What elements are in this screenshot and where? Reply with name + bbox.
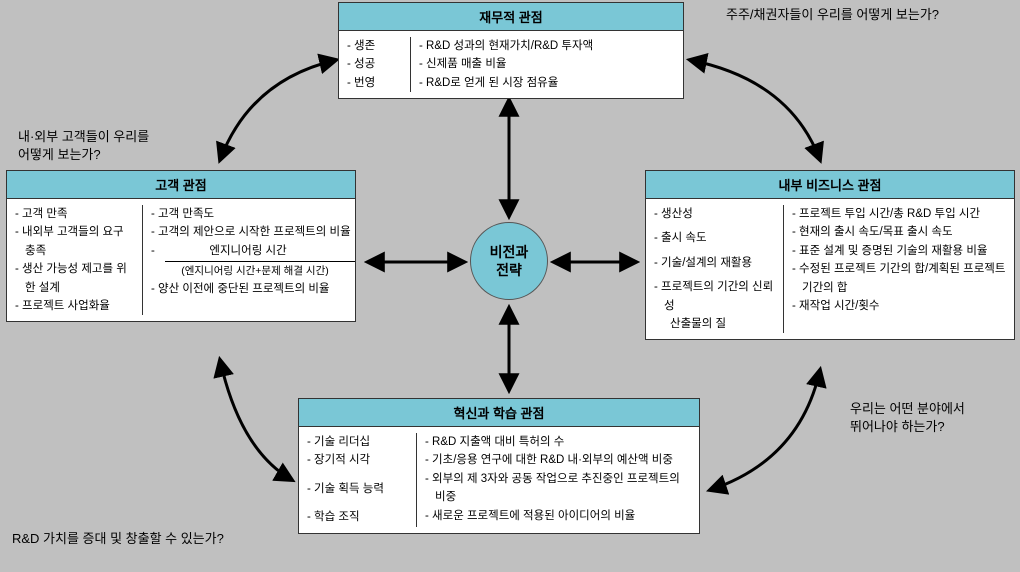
center-circle: 비전과전략: [470, 222, 548, 300]
list-item: 번영: [347, 74, 402, 92]
list-item: 신제품 매출 비율: [419, 55, 675, 73]
box-innovation-right: R&D 지출액 대비 특허의 수 기초/응용 연구에 대한 R&D 내·외부의 …: [425, 433, 691, 527]
list-item: R&D로 얻게 된 시장 점유율: [419, 74, 675, 92]
box-internal-right: 프로젝트 투입 시간/총 R&D 투입 시간 현재의 출시 속도/목표 출시 속…: [792, 205, 1006, 333]
list-item: 기술/설계의 재활용: [654, 254, 775, 272]
list-item: 수정된 프로젝트 기간의 합/계획된 프로젝트 기간의 합: [792, 260, 1006, 297]
caption-line: 뛰어나야 하는가?: [850, 419, 945, 434]
list-item: 고객의 제안으로 시작한 프로젝트의 비율: [151, 223, 355, 241]
list-item: 외부의 제 3자와 공동 작업으로 추진중인 프로젝트의 비중: [425, 470, 691, 507]
list-item: 재작업 시간/횟수: [792, 297, 1006, 315]
box-innovation-header: 혁신과 학습 관점: [299, 399, 699, 427]
list-item: 양산 이전에 중단된 프로젝트의 비율: [151, 280, 355, 298]
box-internal-left: 생산성 출시 속도 기술/설계의 재활용 프로젝트의 기간의 신뢰성 산출물의 …: [654, 205, 784, 333]
list-item: 생존: [347, 37, 402, 55]
box-customer-right: 고객 만족도 고객의 제안으로 시작한 프로젝트의 비율 - 엔지니어링 시간 …: [151, 205, 355, 315]
list-item: 출시 속도: [654, 229, 775, 247]
caption-line: 어떻게 보는가?: [18, 147, 101, 162]
list-item: 기술 리더십: [307, 433, 408, 451]
caption-top-left: 내·외부 고객들이 우리를 어떻게 보는가?: [18, 128, 149, 164]
list-item: 새로운 프로젝트에 적용된 아이디어의 비율: [425, 507, 691, 525]
list-item: 생산성: [654, 205, 775, 223]
list-item: 기술 획득 능력: [307, 480, 408, 498]
list-item: 내외부 고객들의 요구 충족: [15, 223, 134, 260]
list-item: 표준 설계 및 증명된 기술의 재활용 비율: [792, 242, 1006, 260]
list-item: 생산 가능성 제고를 위한 설계: [15, 260, 134, 297]
box-customer: 고객 관점 고객 만족 내외부 고객들의 요구 충족 생산 가능성 제고를 위한…: [6, 170, 356, 322]
list-item: 고객 만족: [15, 205, 134, 223]
list-item: 학습 조직: [307, 508, 408, 526]
center-label: 비전과전략: [490, 243, 529, 279]
list-item: R&D 지출액 대비 특허의 수: [425, 433, 691, 451]
caption-line: 우리는 어떤 분야에서: [850, 401, 965, 416]
fraction-numerator: 엔지니어링 시간: [158, 242, 318, 260]
caption-top-right: 주주/채권자들이 우리를 어떻게 보는가?: [726, 6, 939, 24]
caption-bottom-left: R&D 가치를 증대 및 창출할 수 있는가?: [12, 530, 224, 548]
box-financial: 재무적 관점 생존 성공 번영 R&D 성과의 현재가치/R&D 투자액 신제품…: [338, 2, 684, 99]
box-innovation-left: 기술 리더십 장기적 시각 기술 획득 능력 학습 조직: [307, 433, 417, 527]
list-item: 프로젝트 사업화율: [15, 297, 134, 315]
list-item: 고객 만족도: [151, 205, 355, 223]
box-financial-header: 재무적 관점: [339, 3, 683, 31]
list-item: 성공: [347, 55, 402, 73]
list-item: 기초/응용 연구에 대한 R&D 내·외부의 예산액 비중: [425, 451, 691, 469]
list-item: 현재의 출시 속도/목표 출시 속도: [792, 223, 1006, 241]
fraction-line: [165, 261, 355, 262]
list-item: 프로젝트 투입 시간/총 R&D 투입 시간: [792, 205, 1006, 223]
list-item: 장기적 시각: [307, 451, 408, 469]
list-item: 프로젝트의 기간의 신뢰성: [654, 278, 775, 315]
box-customer-header: 고객 관점: [7, 171, 355, 199]
caption-bottom-right: 우리는 어떤 분야에서 뛰어나야 하는가?: [850, 400, 965, 436]
box-customer-left: 고객 만족 내외부 고객들의 요구 충족 생산 가능성 제고를 위한 설계 프로…: [15, 205, 143, 315]
box-internal-header: 내부 비즈니스 관점: [646, 171, 1014, 199]
box-innovation: 혁신과 학습 관점 기술 리더십 장기적 시각 기술 획득 능력 학습 조직 R…: [298, 398, 700, 534]
box-financial-right: R&D 성과의 현재가치/R&D 투자액 신제품 매출 비율 R&D로 얻게 된…: [419, 37, 675, 92]
box-internal: 내부 비즈니스 관점 생산성 출시 속도 기술/설계의 재활용 프로젝트의 기간…: [645, 170, 1015, 340]
caption-line: 내·외부 고객들이 우리를: [18, 129, 149, 144]
list-item: R&D 성과의 현재가치/R&D 투자액: [419, 37, 675, 55]
box-financial-left: 생존 성공 번영: [347, 37, 411, 92]
fraction-denominator: (엔지니어링 시간+문제 해결 시간): [151, 263, 355, 280]
list-item: 산출물의 질: [654, 315, 775, 333]
